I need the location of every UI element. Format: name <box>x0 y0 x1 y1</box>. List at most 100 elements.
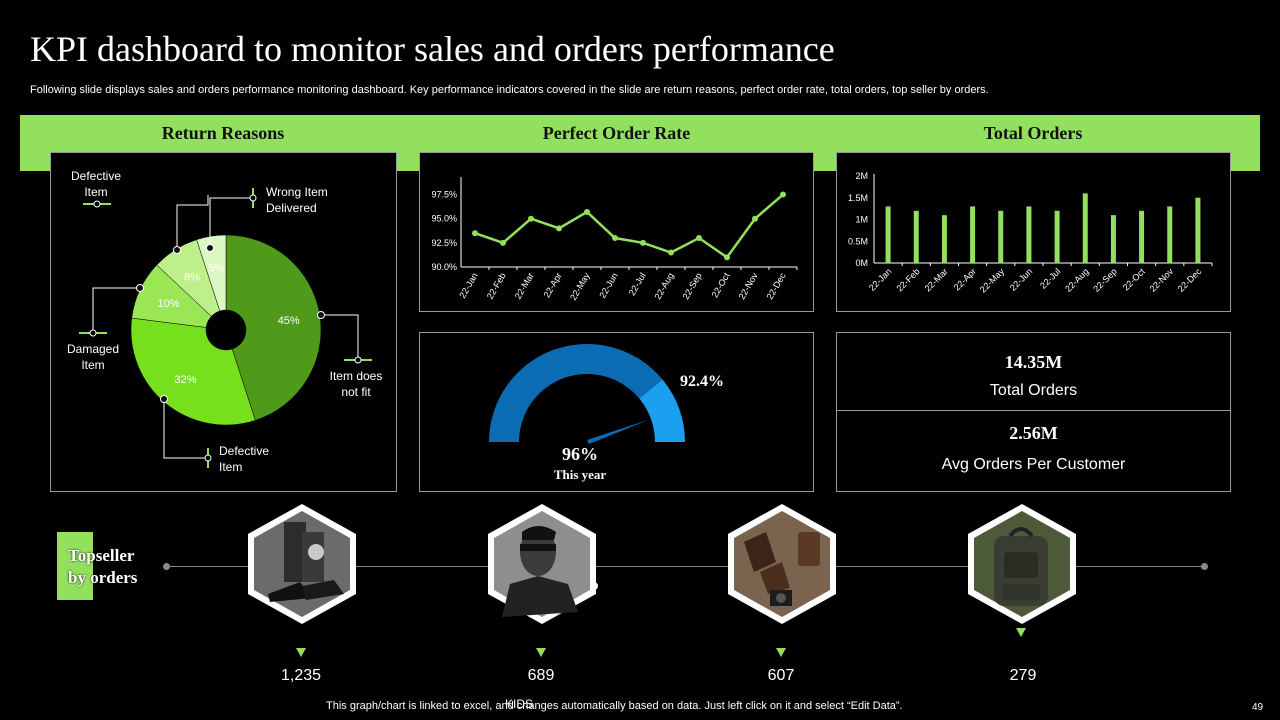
x-tick-label: 22-Mar <box>923 266 950 293</box>
callout-dot <box>136 284 144 292</box>
x-tick-label: 22-Aug <box>653 271 676 301</box>
kids-label: KIDS <box>505 697 534 711</box>
return-reasons-pie-chart: 45% 32% 10% 8% 5% <box>79 188 372 468</box>
man-photo-icon <box>502 526 578 617</box>
gauge-value-label: 92.4% <box>680 373 724 390</box>
pie-slice <box>196 234 227 312</box>
avg-orders-value: 2.56M <box>1009 423 1058 443</box>
arrow-down-icon <box>536 648 546 657</box>
pie-slice-label: 5% <box>208 262 224 274</box>
x-tick-label: 22-Sep <box>681 271 704 301</box>
page-subtitle: Following slide displays sales and order… <box>30 84 989 96</box>
total-orders-label: Total Orders <box>989 382 1078 399</box>
topseller-timeline-line <box>166 566 1206 567</box>
topseller-label: Topseller by orders <box>68 546 138 587</box>
x-tick-label: 22-Nov <box>737 271 760 302</box>
x-tick-label: 22-Mar <box>513 271 536 301</box>
callout-dot <box>160 395 168 403</box>
callout-line <box>176 195 209 250</box>
callout-marker-dot <box>93 200 101 208</box>
topseller-value-4: 279 <box>1009 667 1037 684</box>
y-tick-label: 97.5% <box>431 190 457 200</box>
line-point <box>472 230 478 237</box>
topseller-hex-man <box>488 504 598 624</box>
topseller-hex-boots <box>728 504 836 624</box>
callout-line <box>92 287 140 333</box>
bar <box>1139 210 1145 263</box>
pie-slice-label: 45% <box>278 315 300 327</box>
bar <box>913 210 919 263</box>
line-point <box>612 235 618 242</box>
y-tick-label: 0.5M <box>848 236 868 246</box>
perfect-order-rate-panel <box>419 152 814 312</box>
x-tick-label: 22-Oct <box>1121 266 1148 293</box>
x-tick-label: 22-Dec <box>765 271 788 302</box>
timeline-end-dot <box>1201 563 1208 570</box>
arrow-down-icon <box>1016 628 1026 637</box>
callout-dot <box>206 244 214 252</box>
line-point <box>556 225 562 232</box>
perfect-order-gauge <box>489 344 685 444</box>
x-tick-label: 22-Jan <box>457 271 479 300</box>
callout-wrong-item: Wrong Item Delivered <box>266 185 328 215</box>
x-tick-label: 22-Aug <box>1063 266 1091 294</box>
x-tick-label: 22-Feb <box>485 271 508 301</box>
bar <box>1110 215 1116 263</box>
stats-divider <box>836 410 1231 411</box>
x-tick-label: 22-Jun <box>597 271 619 300</box>
line-point <box>696 235 702 242</box>
bar <box>1167 206 1173 263</box>
total-orders-value: 14.35M <box>1004 352 1063 372</box>
line-point <box>780 191 786 198</box>
y-tick-label: 1.5M <box>848 193 868 203</box>
bar <box>1082 193 1088 263</box>
pie-slice-label: 32% <box>175 374 197 386</box>
callout-dot <box>173 246 181 254</box>
callout-marker-dot <box>354 356 362 364</box>
pie-slice-label: 8% <box>184 271 200 283</box>
bar <box>941 215 947 263</box>
bar <box>970 206 976 263</box>
y-tick-label: 0M <box>855 258 868 268</box>
callout-marker-dot <box>89 329 97 337</box>
series-line <box>474 193 784 260</box>
callout-line <box>163 399 208 459</box>
line-point <box>752 215 758 222</box>
y-tick-label: 92.5% <box>431 238 457 248</box>
total-orders-heading: Total Orders <box>983 123 1083 143</box>
gauge-percent-label: 96% <box>562 444 598 464</box>
x-tick-label: 22-May <box>568 271 592 302</box>
line-point <box>584 208 590 215</box>
return-reasons-heading: Return Reasons <box>161 123 285 143</box>
page-number: 49 <box>1252 702 1264 713</box>
line-point <box>668 249 674 256</box>
x-tick-label: 22-Apr <box>542 271 564 299</box>
pie-slice-label: 10% <box>158 298 180 310</box>
x-tick-label: 22-Feb <box>894 266 921 293</box>
line-point <box>528 215 534 222</box>
line-point <box>640 239 646 246</box>
pie-slice <box>130 317 256 426</box>
y-tick-label: 1M <box>855 215 868 225</box>
x-tick-label: 22-Dec <box>1176 266 1204 294</box>
perfect-order-rate-heading: Perfect Order Rate <box>542 123 691 143</box>
callout-line <box>321 314 359 360</box>
y-tick-label: 2M <box>855 171 868 181</box>
boots-wallet-photo-icon <box>744 532 820 606</box>
callout-not-fit: Item does not fit <box>329 369 383 399</box>
backpack-photo-icon <box>994 527 1048 606</box>
x-tick-label: 22-Nov <box>1148 266 1176 294</box>
topseller-value-1: 1,235 <box>280 667 322 684</box>
bar <box>1026 206 1032 263</box>
footer-note: This graph/chart is linked to excel, and… <box>326 700 903 712</box>
avg-orders-label: Avg Orders Per Customer <box>941 456 1126 473</box>
shoes-photo-icon <box>268 522 344 602</box>
topseller-accent-block <box>57 532 93 600</box>
page-title: KPI dashboard to monitor sales and order… <box>30 29 835 69</box>
gauge-needle <box>587 419 650 444</box>
arrow-down-icon <box>776 648 786 657</box>
topseller-value-2: 689 <box>527 667 555 684</box>
gauge-arc-remainder <box>639 379 685 442</box>
topseller-hex-shoes <box>248 504 356 624</box>
